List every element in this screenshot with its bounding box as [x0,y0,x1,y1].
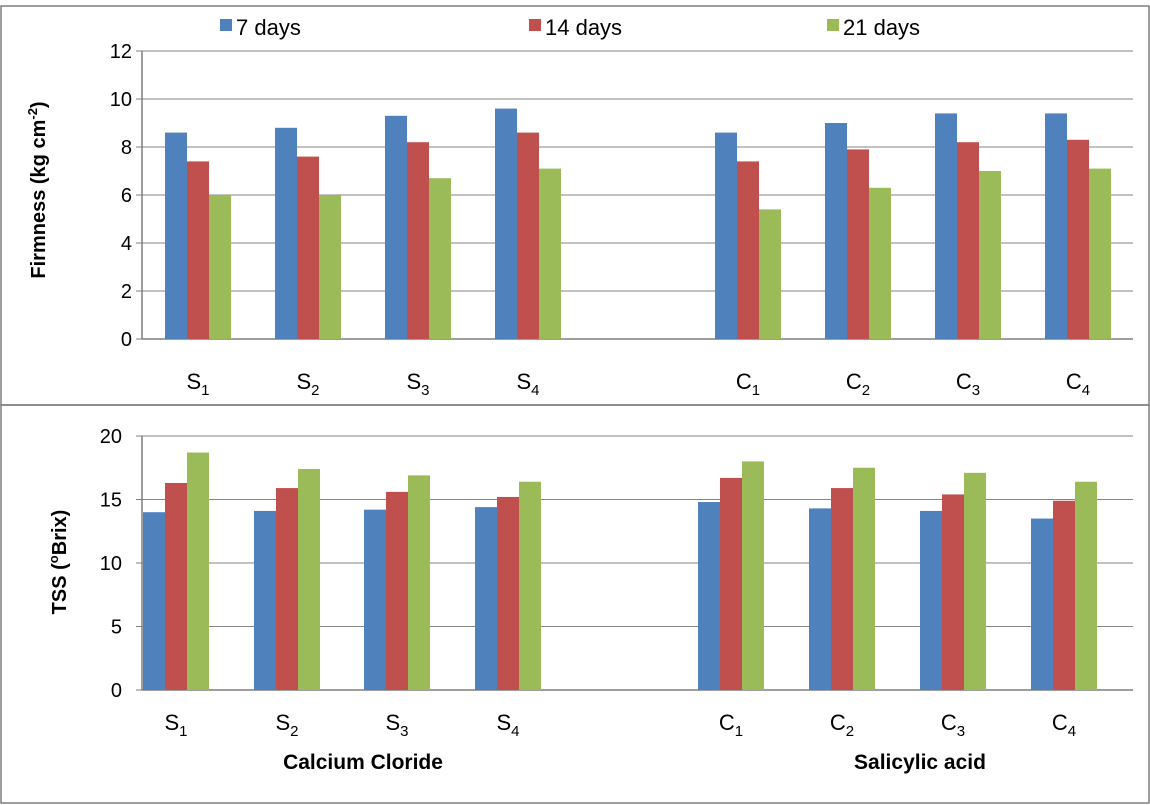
tss-bars [143,452,1097,690]
firmness-chart: 0 2 4 6 8 10 12 S1 S2 S3 S4 C1 C2 C3 C4 Firmness (kg … [25,41,1133,399]
tss-x-category-label: C4 [1052,710,1076,740]
firmness-bar-21-days-3 [539,168,561,339]
bottom-panel-border [0,404,1150,804]
firmness-bar-7-days-4 [715,132,737,339]
tss-x-category-label: S4 [496,710,519,740]
tss-bar-14-days-4 [720,477,742,690]
legend: 7 days 14 days 21 days [220,15,920,40]
firmness-bar-7-days-6 [935,113,957,340]
legend-swatch-7-days [220,19,232,31]
firmness-x-category-label: C4 [1066,369,1090,399]
firmness-bar-7-days-0 [165,132,187,339]
tss-bar-7-days-7 [1031,518,1053,690]
legend-label-21-days: 21 days [843,15,920,40]
firmness-bar-14-days-0 [187,161,209,339]
tss-bar-14-days-6 [942,494,964,690]
firmness-bar-21-days-6 [979,171,1001,339]
firmness-y-tick-label: 8 [121,137,132,159]
firmness-y-axis-title: Firmness (kg cm-2) [25,101,50,278]
firmness-bar-14-days-4 [737,161,759,339]
firmness-bar-21-days-0 [209,195,231,339]
firmness-x-category-label: S2 [296,369,319,399]
tss-x-category-label: C1 [719,710,743,740]
tss-bar-14-days-5 [831,488,853,690]
tss-bar-21-days-4 [742,461,764,690]
firmness-y-tick-label: 10 [110,89,132,111]
firmness-bar-21-days-2 [429,178,451,339]
tss-bar-7-days-5 [809,508,831,690]
tss-bar-7-days-3 [475,507,497,690]
tss-y-tick-label: 10 [100,553,122,575]
tss-bar-7-days-2 [364,509,386,690]
tss-x-category-label: S1 [164,710,187,740]
tss-bar-21-days-0 [187,452,209,690]
group-title-salicylic-acid: Salicylic acid [854,751,986,774]
tss-bar-7-days-6 [920,510,942,690]
tss-y-tick-label: 0 [111,680,122,702]
tss-x-category-label: C3 [941,710,965,740]
tss-chart: 0 5 10 15 20 S1 S2 S3 S4 C1 C2 C3 C4 TSS (oBrix) [46,426,1133,740]
tss-bar-14-days-3 [497,496,519,690]
firmness-bar-21-days-4 [759,209,781,339]
tss-y-tick-label: 20 [100,426,122,448]
tss-bar-21-days-7 [1075,481,1097,690]
firmness-bars [165,108,1111,340]
firmness-bar-14-days-2 [407,142,429,339]
firmness-bar-7-days-3 [495,108,517,339]
firmness-bar-7-days-5 [825,123,847,339]
legend-swatch-21-days [827,19,839,31]
firmness-bar-21-days-1 [319,195,341,339]
firmness-y-tick-label: 0 [121,329,132,351]
legend-label-14-days: 14 days [545,15,622,40]
tss-y-ticks: 0 5 10 15 20 [100,426,122,702]
firmness-y-tick-label: 12 [110,41,132,63]
tss-y-tick-label: 5 [111,617,122,639]
tss-x-categories: S1 S2 S3 S4 C1 C2 C3 C4 [164,710,1076,740]
tss-bar-7-days-4 [698,502,720,690]
tss-bar-21-days-1 [298,469,320,690]
firmness-bar-7-days-1 [275,127,297,339]
legend-swatch-14-days [529,19,541,31]
firmness-bar-14-days-3 [517,132,539,339]
firmness-x-category-label: S4 [516,369,539,399]
firmness-bar-14-days-6 [957,142,979,339]
tss-x-category-label: S2 [275,710,298,740]
legend-label-7-days: 7 days [236,15,301,40]
firmness-bar-7-days-2 [385,115,407,339]
firmness-bar-14-days-5 [847,149,869,339]
firmness-x-category-label: C2 [846,369,870,399]
firmness-x-category-label: C3 [956,369,980,399]
firmness-x-categories: S1 S2 S3 S4 C1 C2 C3 C4 [186,369,1090,399]
tss-bar-21-days-6 [964,472,986,690]
firmness-y-tick-label: 2 [121,281,132,303]
tss-bar-7-days-1 [254,510,276,690]
firmness-bar-21-days-5 [869,187,891,339]
firmness-y-tick-label: 6 [121,185,132,207]
tss-bar-21-days-3 [519,481,541,690]
tss-bar-7-days-0 [143,512,165,690]
firmness-x-category-label: S3 [406,369,429,399]
tss-bar-14-days-2 [386,491,408,690]
tss-bar-14-days-0 [165,482,187,690]
tss-y-axis-title: TSS (oBrix) [46,510,71,615]
group-title-calcium-cloride: Calcium Cloride [283,751,443,774]
firmness-bar-14-days-7 [1067,139,1089,339]
firmness-x-category-label: S1 [186,369,209,399]
firmness-x-category-label: C1 [736,369,760,399]
firmness-bar-14-days-1 [297,156,319,339]
tss-y-tick-label: 15 [100,490,122,512]
firmness-y-tick-label: 4 [121,233,132,255]
tss-bar-14-days-1 [276,488,298,690]
tss-bar-21-days-2 [408,475,430,690]
firmness-bar-7-days-7 [1045,113,1067,340]
tss-bar-21-days-5 [853,467,875,690]
firmness-bar-21-days-7 [1089,168,1111,339]
tss-x-category-label: S3 [385,710,408,740]
firmness-y-ticks: 0 2 4 6 8 10 12 [110,41,132,351]
tss-bar-14-days-7 [1053,500,1075,690]
tss-x-category-label: C2 [830,710,854,740]
